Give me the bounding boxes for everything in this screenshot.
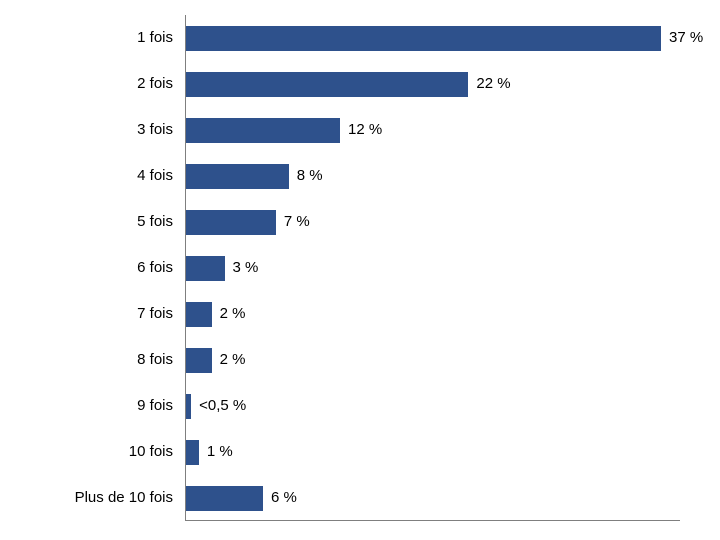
category-label: 6 fois [0, 259, 173, 276]
category-label: 7 fois [0, 305, 173, 322]
value-label: 22 % [476, 75, 510, 92]
category-label: 9 fois [0, 397, 173, 414]
value-label: 2 % [220, 351, 246, 368]
category-label: 8 fois [0, 351, 173, 368]
value-label: 37 % [669, 29, 703, 46]
category-label: 2 fois [0, 75, 173, 92]
bar-row: 5 fois 7 % [0, 199, 720, 245]
value-label: 8 % [297, 167, 323, 184]
bar-row: Plus de 10 fois 6 % [0, 475, 720, 521]
bar-row: 10 fois 1 % [0, 429, 720, 475]
value-label: <0,5 % [199, 397, 246, 414]
bar [186, 348, 212, 373]
bar [186, 210, 276, 235]
bar [186, 486, 263, 511]
value-label: 6 % [271, 489, 297, 506]
value-label: 1 % [207, 443, 233, 460]
bar-row: 3 fois 12 % [0, 107, 720, 153]
bar-row: 6 fois 3 % [0, 245, 720, 291]
bar [186, 394, 191, 419]
value-label: 2 % [220, 305, 246, 322]
value-label: 12 % [348, 121, 382, 138]
category-label: 4 fois [0, 167, 173, 184]
category-label: 1 fois [0, 29, 173, 46]
bar [186, 256, 225, 281]
category-label: 5 fois [0, 213, 173, 230]
bar-row: 4 fois 8 % [0, 153, 720, 199]
bar [186, 72, 468, 97]
value-label: 7 % [284, 213, 310, 230]
bar [186, 118, 340, 143]
bar-row: 8 fois 2 % [0, 337, 720, 383]
category-label: 3 fois [0, 121, 173, 138]
category-label: 10 fois [0, 443, 173, 460]
bar-row: 1 fois 37 % [0, 15, 720, 61]
bar-row: 7 fois 2 % [0, 291, 720, 337]
bar [186, 440, 199, 465]
bar-row: 2 fois 22 % [0, 61, 720, 107]
bar [186, 302, 212, 327]
bar [186, 26, 661, 51]
bar [186, 164, 289, 189]
bar-row: 9 fois <0,5 % [0, 383, 720, 429]
value-label: 3 % [233, 259, 259, 276]
category-label: Plus de 10 fois [0, 489, 173, 506]
horizontal-bar-chart: 1 fois 37 % 2 fois 22 % 3 fois 12 % 4 fois 8 % 5… [0, 0, 720, 540]
